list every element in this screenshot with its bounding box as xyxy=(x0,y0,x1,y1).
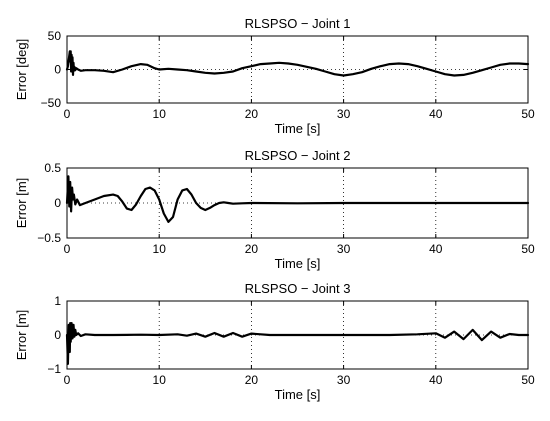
x-tick-label: 40 xyxy=(429,373,443,387)
y-tick-label: −50 xyxy=(41,96,62,110)
x-axis-label: Time [s] xyxy=(275,387,321,402)
x-tick-label: 50 xyxy=(521,373,535,387)
x-tick-label: 30 xyxy=(337,242,351,256)
x-tick-label: 30 xyxy=(337,373,351,387)
y-tick-label: 1 xyxy=(54,294,61,308)
x-tick-label: 50 xyxy=(521,242,535,256)
x-tick-label: 0 xyxy=(64,107,71,121)
y-tick-label: 0 xyxy=(54,196,61,210)
y-axis-label: Error [m] xyxy=(14,178,29,229)
x-tick-label: 20 xyxy=(245,242,259,256)
y-tick-label: −1 xyxy=(47,362,61,376)
x-tick-label: 30 xyxy=(337,107,351,121)
error-series-line xyxy=(65,175,530,223)
x-axis-label: Time [s] xyxy=(275,121,321,136)
x-tick-label: 40 xyxy=(429,242,443,256)
y-tick-label: 0 xyxy=(54,63,61,77)
y-tick-label: 0 xyxy=(54,328,61,342)
x-tick-label: 0 xyxy=(64,373,71,387)
x-tick-label: 10 xyxy=(153,242,167,256)
chart-title: RLSPSO − Joint 2 xyxy=(245,148,351,163)
x-tick-label: 40 xyxy=(429,107,443,121)
x-axis-label: Time [s] xyxy=(275,256,321,271)
y-tick-label: 50 xyxy=(48,29,62,43)
x-tick-label: 20 xyxy=(245,107,259,121)
y-tick-label: −0.5 xyxy=(37,231,61,245)
chart-title: RLSPSO − Joint 3 xyxy=(245,281,351,296)
x-tick-label: 10 xyxy=(153,373,167,387)
x-tick-label: 20 xyxy=(245,373,259,387)
x-tick-label: 10 xyxy=(153,107,167,121)
y-axis-label: Error [m] xyxy=(14,310,29,361)
plot-area xyxy=(66,35,529,104)
error-series-line xyxy=(65,50,530,77)
y-tick-label: 0.5 xyxy=(44,161,61,175)
error-series-line xyxy=(65,322,530,365)
x-tick-label: 0 xyxy=(64,242,71,256)
x-tick-label: 50 xyxy=(521,107,535,121)
y-axis-label: Error [deg] xyxy=(14,39,29,100)
chart-title: RLSPSO − Joint 1 xyxy=(245,16,351,31)
